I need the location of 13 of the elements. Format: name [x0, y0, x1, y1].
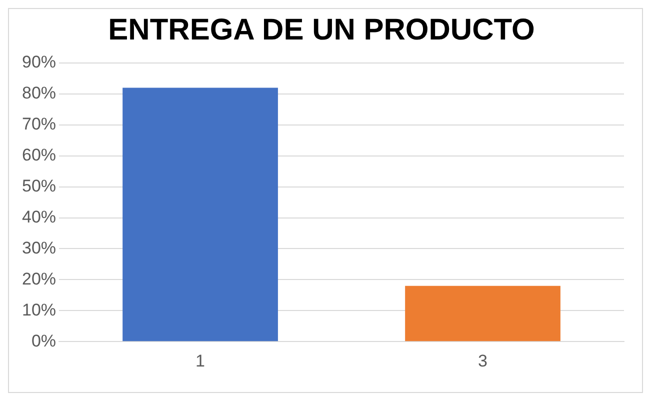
y-tick-label: 40%	[22, 207, 56, 226]
x-tick-label: 1	[196, 351, 206, 370]
y-tick-label: 10%	[22, 300, 56, 320]
y-tick-label: 50%	[22, 176, 56, 196]
y-tick-label: 30%	[22, 238, 56, 258]
x-tick-label: 3	[478, 351, 488, 370]
y-tick-label: 90%	[22, 52, 56, 72]
y-tick-label: 60%	[22, 146, 56, 165]
y-tick-label: 0%	[31, 331, 56, 350]
y-tick-label: 80%	[22, 84, 56, 103]
y-tick-label: 70%	[22, 114, 56, 134]
chart-title: ENTREGA DE UN PRODUCTO	[108, 13, 535, 46]
y-tick-label: 20%	[22, 269, 56, 288]
